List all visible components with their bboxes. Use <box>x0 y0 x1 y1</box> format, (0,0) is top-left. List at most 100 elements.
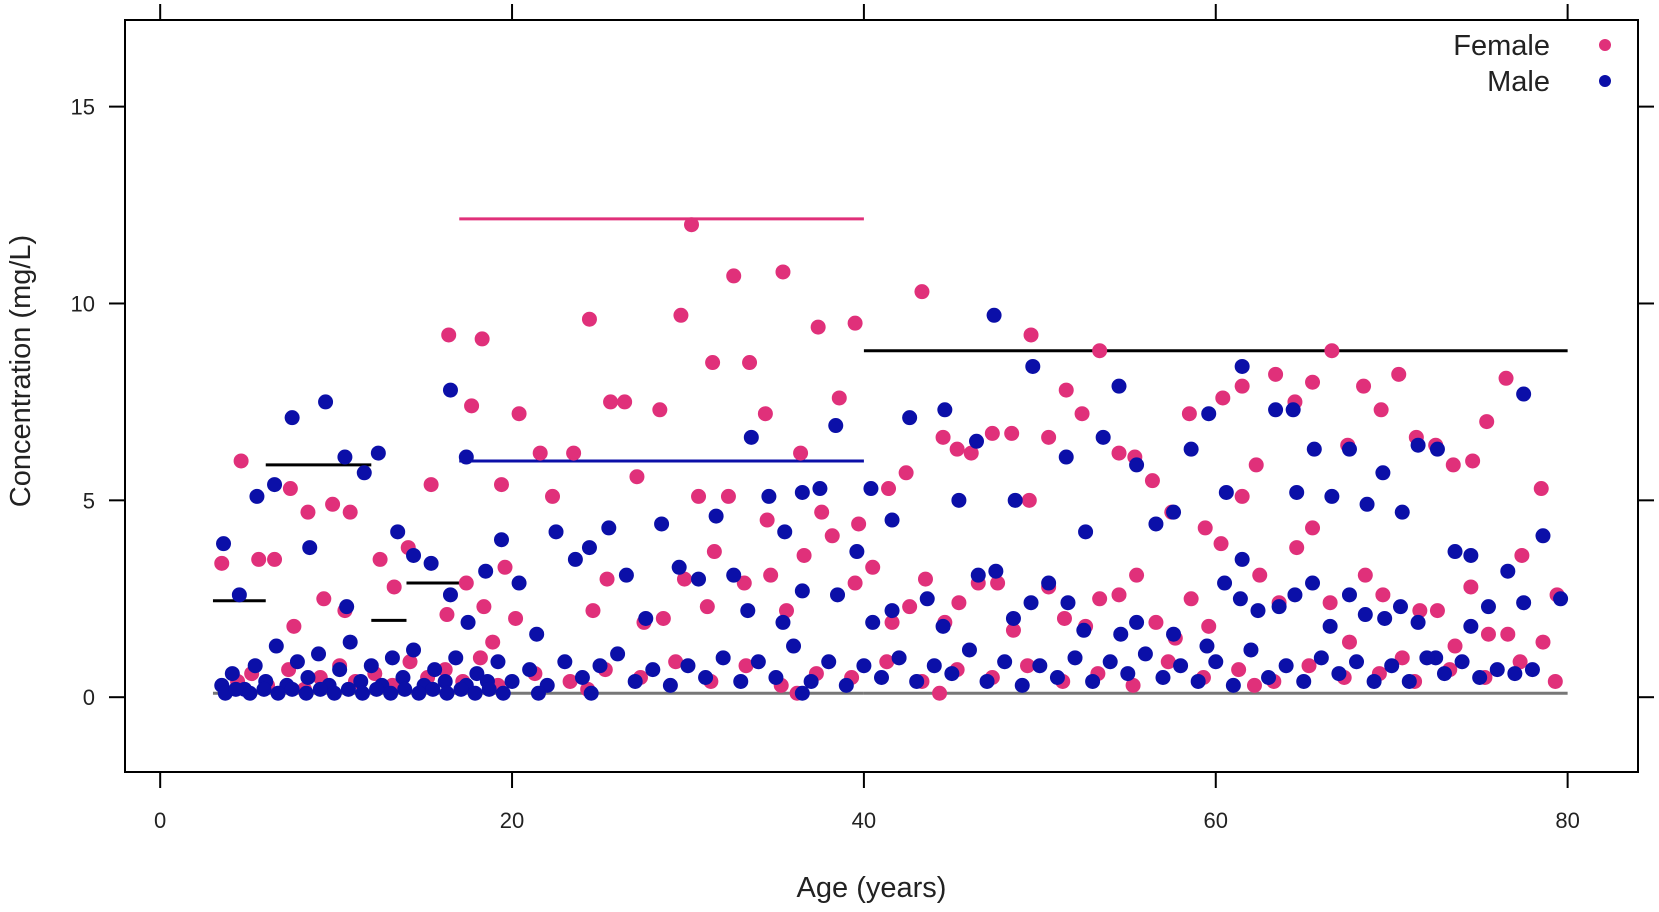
female-point <box>472 650 488 666</box>
female-point <box>1514 547 1530 563</box>
female-point <box>497 559 513 575</box>
male-point <box>284 681 300 697</box>
male-point <box>370 445 386 461</box>
male-point <box>969 433 985 449</box>
female-point <box>699 599 715 615</box>
male-point <box>337 449 353 465</box>
male-point <box>1359 496 1375 512</box>
male-point <box>339 599 355 615</box>
female-point <box>474 331 490 347</box>
female-point <box>793 445 809 461</box>
female-point <box>629 469 645 485</box>
male-point <box>481 681 497 697</box>
male-point <box>1166 504 1182 520</box>
female-point <box>738 658 754 674</box>
male-point <box>356 465 372 481</box>
male-point <box>289 654 305 670</box>
male-point <box>1173 658 1189 674</box>
female-point <box>726 268 742 284</box>
male-point <box>495 685 511 701</box>
male-point <box>821 654 837 670</box>
female-point <box>1234 378 1250 394</box>
female-point <box>1160 654 1176 670</box>
female-point <box>1357 567 1373 583</box>
y-tick-label: 15 <box>71 95 95 120</box>
female-point <box>1215 390 1231 406</box>
male-point <box>926 658 942 674</box>
male-point <box>369 681 385 697</box>
female-point <box>585 603 601 619</box>
x-tick-label: 20 <box>500 808 524 833</box>
male-point <box>1111 378 1127 394</box>
male-point <box>743 429 759 445</box>
male-point <box>1025 358 1041 374</box>
male-point <box>1516 595 1532 611</box>
male-point <box>1480 599 1496 615</box>
female-point <box>683 217 699 233</box>
female-point <box>1004 425 1020 441</box>
male-point <box>1472 670 1488 686</box>
male-point <box>298 685 314 701</box>
female-point <box>1445 457 1461 473</box>
male-point <box>406 642 422 658</box>
male-point <box>944 666 960 682</box>
male-point <box>284 410 300 426</box>
female-point <box>441 327 457 343</box>
female-point <box>1183 591 1199 607</box>
female-point <box>1465 453 1481 469</box>
female-point <box>1375 587 1391 603</box>
male-point <box>794 685 810 701</box>
male-point <box>1183 441 1199 457</box>
male-point <box>439 685 455 701</box>
female-point <box>282 481 298 497</box>
male-point <box>902 410 918 426</box>
male-point <box>384 650 400 666</box>
female-point <box>545 488 561 504</box>
male-point <box>1410 437 1426 453</box>
male-point <box>1357 607 1373 623</box>
female-point <box>437 662 453 678</box>
male-point <box>970 567 986 583</box>
male-point <box>1201 406 1217 422</box>
female-point <box>668 654 684 670</box>
male-point <box>1271 599 1287 615</box>
female-point <box>1234 488 1250 504</box>
male-point <box>406 547 422 563</box>
male-point <box>270 685 286 701</box>
female-point <box>763 567 779 583</box>
male-point <box>1447 544 1463 560</box>
male-point <box>583 685 599 701</box>
male-point <box>478 563 494 579</box>
female-point <box>1412 603 1428 619</box>
male-point <box>557 654 573 670</box>
male-point <box>750 654 766 670</box>
male-point <box>775 614 791 630</box>
male-point <box>247 658 263 674</box>
female-point <box>1125 677 1141 693</box>
male-point <box>1419 650 1435 666</box>
female-point <box>493 477 509 493</box>
male-point <box>1553 591 1569 607</box>
female-point <box>1322 595 1338 611</box>
female-point <box>990 575 1006 591</box>
female-point <box>814 504 830 520</box>
male-point <box>1217 575 1233 591</box>
male-point <box>242 685 258 701</box>
female-point <box>1021 492 1037 508</box>
male-point <box>1129 614 1145 630</box>
male-point <box>1392 599 1408 615</box>
male-point <box>1410 614 1426 630</box>
male-point <box>627 673 643 689</box>
female-point <box>1535 634 1551 650</box>
male-point <box>442 382 458 398</box>
female-point <box>851 516 867 532</box>
female-point <box>233 453 249 469</box>
female-point <box>778 603 794 619</box>
female-point <box>742 355 758 371</box>
male-point <box>1067 650 1083 666</box>
female-point <box>720 488 736 504</box>
female-point <box>949 441 965 457</box>
male-point <box>662 677 678 693</box>
female-point <box>1356 378 1372 394</box>
x-tick-label: 80 <box>1555 808 1579 833</box>
